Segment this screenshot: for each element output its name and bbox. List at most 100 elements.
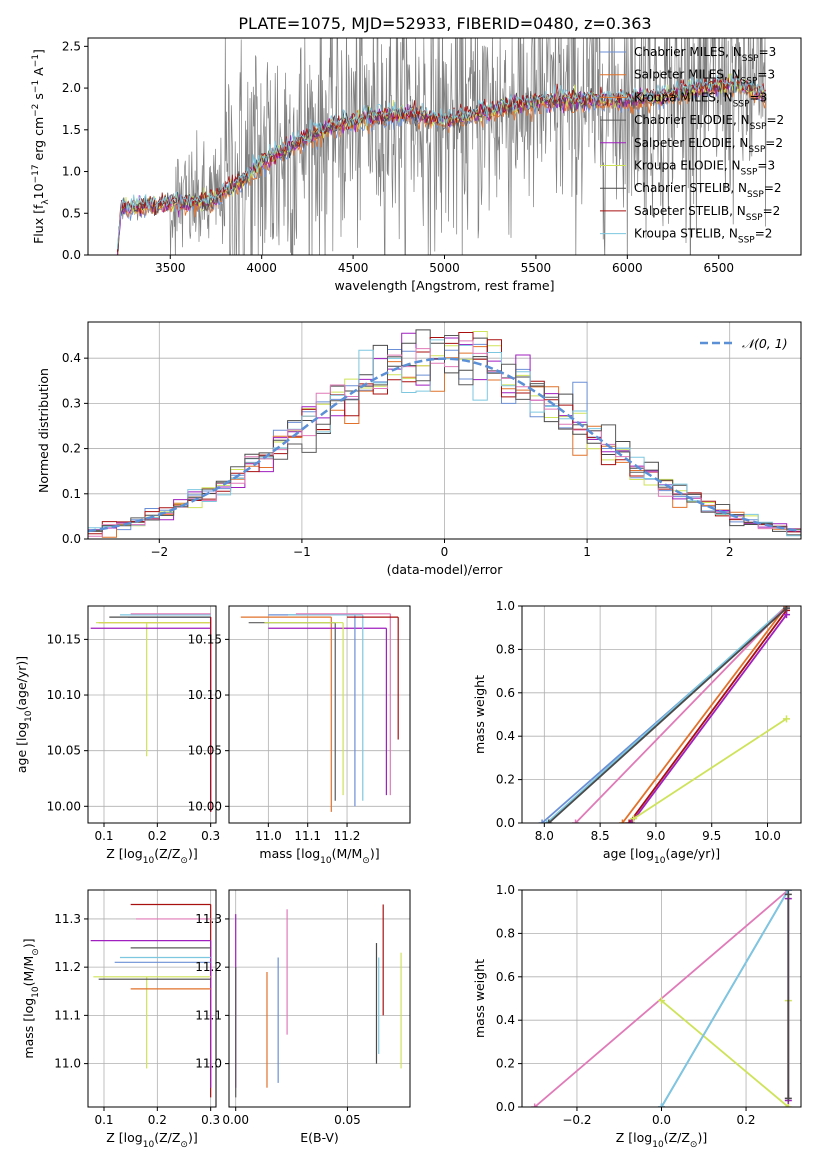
y-tick-label: 10.05 [188,744,222,758]
x-tick-label: −0.2 [562,1113,591,1127]
x-axis-label: E(B-V) [300,1130,339,1145]
x-tick-label: 0.2 [148,829,167,843]
label-part: Salpeter STELIB, N [634,204,746,218]
mass_vs_EBV-panel: 0.00 0.05 11.0 11.1 11.2 11.3 E(B-V) [195,889,411,1145]
y-axis-label: Flux [fλ10−17 erg cm−2 s−1 A−1] [31,49,51,244]
label-part: 10 [652,1140,664,1150]
label-part: Z [log [106,846,142,861]
cumulative-line-salpeter-stelib [628,609,788,823]
y-tick-label: 11.0 [195,1057,222,1071]
label-part: (Z/Z [664,1130,690,1145]
residuals-plot-area [88,329,801,538]
y-tick-label: 0.2 [62,442,81,456]
figure-title: PLATE=1075, MJD=52933, FIBERID=0480, z=0… [238,14,651,33]
label-part: Kroupa ELODIE, N [634,159,741,173]
legend-entry: 𝒩(0, 1) [742,336,788,351]
panels: 3500 4000 4500 5000 5500 6000 6500 0.0 0.5 1.0 1.5… [14,37,802,1150]
y-tick-label: 2.0 [62,81,81,95]
y-tick-label: 0.6 [496,686,515,700]
label-part: −1 [31,80,41,93]
cumulative-marker [630,815,638,823]
y-axis-label: mass [log10(M/M⊙)] [21,938,41,1058]
x-tick-label: 11.0 [255,829,282,843]
label-part: )] [370,846,380,861]
y-tick-label: 10.15 [47,632,81,646]
label-part: )] [188,1130,198,1145]
label-part: Z [log [616,1130,652,1145]
label-part: −2 [31,104,41,117]
y-tick-label: 0.4 [496,1013,515,1027]
label-part: −1 [31,54,41,67]
cumulative-marker [572,819,580,823]
x-tick-label: 11.2 [334,829,361,843]
label-part: Flux [f [31,204,46,244]
x-tick-label: 1 [583,545,591,559]
model-line-kroupa-elodie [116,73,766,246]
y-tick-label: 0.0 [496,1100,515,1114]
x-tick-label: 2 [726,545,734,559]
label-part: SSP [733,99,750,109]
label-part: =3 [759,45,777,59]
y-tick-label: 1.5 [62,123,81,137]
x-tick-label: −2 [150,545,168,559]
y-tick-label: 0.0 [496,816,515,830]
cumulative-marker [625,819,633,823]
label-part: Z [log [106,1130,142,1145]
cumulative-marker [531,1103,539,1107]
label-part: Normed distribution [36,368,51,493]
y-tick-label: 0.4 [496,729,515,743]
y-tick-label: 0.5 [62,206,81,220]
label-part: 10 [24,710,34,722]
x-axis-label: Z [log10(Z/Z⊙)] [616,1130,707,1150]
label-part: ⊙ [690,1140,698,1150]
label-part: Kroupa STELIB, N [634,227,738,241]
label-part: SSP [748,145,765,155]
legend-entry: Salpeter MILES, NSSP=3 [634,68,775,87]
legend-entry: Salpeter ELODIE, NSSP=2 [634,136,783,155]
label-part: SSP [750,122,767,132]
label-part: =3 [757,68,775,82]
label-part: mass weight [472,959,487,1038]
x-tick-label: 0.3 [201,1113,220,1127]
axes-frame [228,605,411,824]
cumulative-line-salpeter-miles [621,606,788,823]
y-tick-label: 10.15 [188,632,222,646]
x-tick-label: 5500 [521,261,552,275]
cum_Z-plot-area [531,890,792,1107]
x-tick-label: 11.1 [294,829,321,843]
cumulative-marker [543,819,551,823]
cumulative-marker [784,1103,792,1107]
y-tick-label: 0.4 [62,351,81,365]
x-tick-label: −1 [293,545,311,559]
y-tick-label: 11.0 [54,1057,81,1071]
y-tick-label: 0.8 [496,642,515,656]
label-part: SSP [741,168,758,178]
y-tick-label: 1.0 [62,165,81,179]
y-tick-label: 1.0 [496,883,515,897]
cum_Z-panel: −0.2 0.0 0.2 0.0 0.2 0.4 0.6 0.8 1.0 Z [log10(Z/Z… [472,883,802,1150]
cum_age-plot-area [538,606,790,823]
cumulative-line-kroupa-stelib [545,606,788,823]
label-part: 10 [31,183,46,199]
y-tick-label: 11.2 [54,960,81,974]
y-tick-label: 11.3 [54,912,81,926]
y-tick-label: 0.6 [496,970,515,984]
label-part: 10 [143,1140,155,1150]
y-tick-label: 0.0 [62,532,81,546]
legend-entry: Kroupa STELIB, NSSP=2 [634,227,772,246]
y-tick-label: 11.1 [54,1008,81,1022]
x-axis-label: Z [log10(Z/Z⊙)] [106,1130,197,1150]
label-part: λ [41,199,51,205]
age_vs_mass-plot-area [240,613,399,812]
label-part: =2 [755,227,773,241]
x-tick-label: 3500 [155,261,186,275]
histogram-chabrier-elodie [88,335,801,532]
cumulative-marker [538,819,546,823]
label-part: =3 [750,90,768,104]
cumulative-marker [618,819,626,823]
y-tick-label: 10.10 [188,688,222,702]
label-part: age [log [603,846,654,861]
cumulative-line-chabrier-stelib [548,607,788,823]
residuals-legend: 𝒩(0, 1) [700,336,788,351]
